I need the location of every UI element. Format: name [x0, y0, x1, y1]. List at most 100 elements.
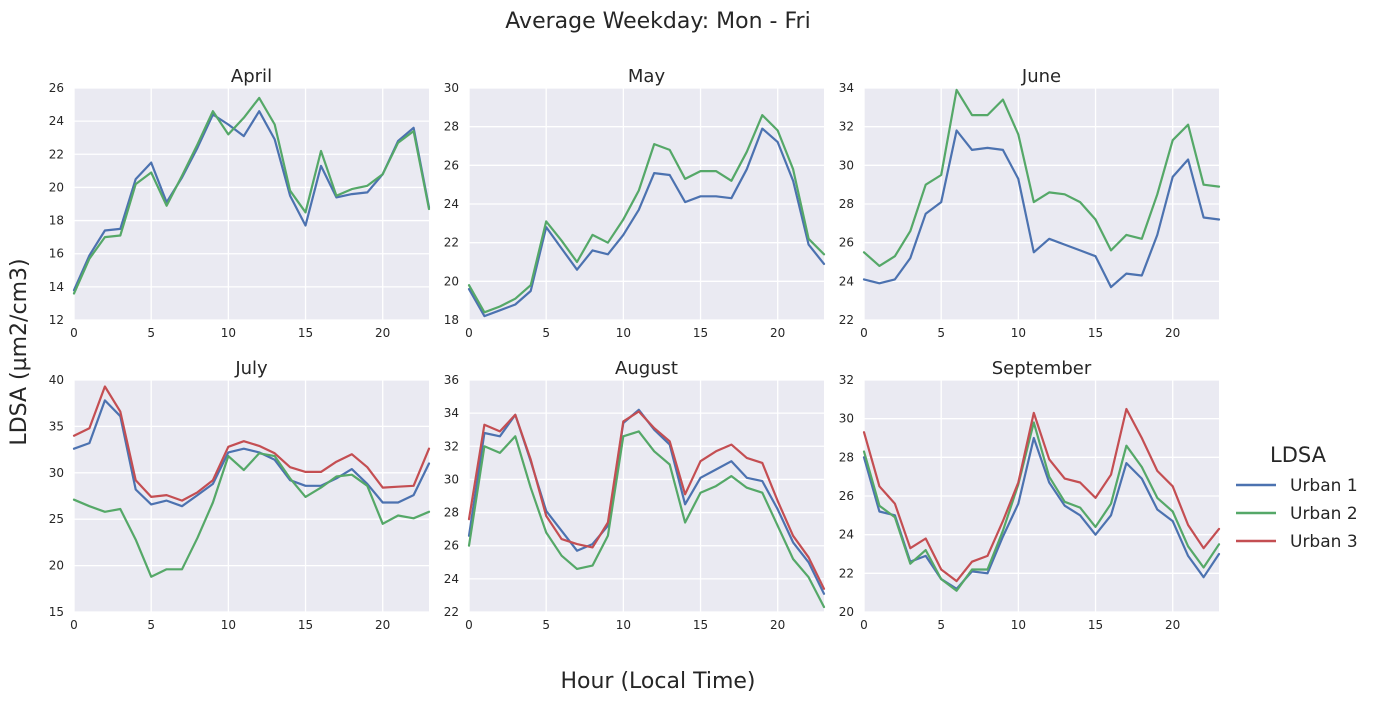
y-tick-label: 20	[49, 180, 64, 194]
series-line-urban-3	[467, 410, 826, 590]
figure-title: Average Weekday: Mon - Fri	[505, 9, 810, 34]
y-tick-label: 26	[839, 236, 854, 250]
x-tick-label: 10	[1011, 618, 1026, 632]
y-tick-label: 24	[839, 528, 854, 542]
y-tick-label: 28	[839, 450, 854, 464]
y-tick-label: 26	[839, 489, 854, 503]
x-tick-label: 0	[465, 618, 473, 632]
y-tick-label: 32	[839, 120, 854, 134]
series-line-urban-3	[862, 407, 1221, 583]
x-tick-label: 15	[298, 618, 313, 632]
figure-xlabel: Hour (Local Time)	[560, 669, 755, 694]
figure-ylabel: LDSA (µm2/cm3)	[7, 258, 32, 445]
x-tick-label: 15	[693, 326, 708, 340]
y-tick-label: 28	[839, 197, 854, 211]
panel-title: August	[615, 358, 678, 379]
y-tick-label: 22	[444, 605, 459, 619]
x-tick-label: 10	[1011, 326, 1026, 340]
x-tick-label: 15	[1088, 618, 1103, 632]
y-tick-label: 32	[444, 439, 459, 453]
series-line-urban-2	[72, 96, 431, 295]
series-line-urban-2	[467, 430, 826, 609]
plot-area	[74, 380, 429, 612]
legend-entry-urban-3: Urban 3	[1236, 532, 1358, 552]
y-tick-label: 14	[49, 280, 64, 294]
legend-entry-urban-1: Urban 1	[1236, 476, 1358, 496]
panel-may: 0 5 10 15 20 18 20 22 24 26 28 30 May	[444, 66, 826, 340]
series-line-urban-1	[862, 129, 1221, 289]
x-tick-label: 20	[1165, 618, 1180, 632]
x-tick-label: 15	[693, 618, 708, 632]
y-tick-label: 32	[839, 373, 854, 387]
x-tick-label: 5	[937, 618, 945, 632]
y-tick-label: 22	[839, 313, 854, 327]
y-tick-label: 12	[49, 313, 64, 327]
x-tick-label: 20	[770, 618, 785, 632]
series-line-urban-3	[72, 385, 431, 502]
y-tick-label: 40	[49, 373, 64, 387]
series-line-urban-1	[72, 110, 431, 292]
panel-title: April	[231, 66, 272, 87]
series-line-urban-2	[467, 113, 826, 314]
y-tick-label: 16	[49, 247, 64, 261]
panel-title: May	[628, 66, 666, 87]
y-tick-label: 36	[444, 373, 459, 387]
series-line-urban-1	[467, 127, 826, 318]
y-tick-label: 30	[444, 81, 459, 95]
y-tick-label: 15	[49, 605, 64, 619]
panel-june: 0 5 10 15 20 22 24 26 28 30 32 34 June	[839, 66, 1221, 340]
y-tick-label: 20	[444, 274, 459, 288]
panel-july: 0 5 10 15 20 15 20 25 30 35 40 July	[49, 358, 431, 632]
plot-area	[74, 88, 429, 320]
y-tick-label: 26	[444, 158, 459, 172]
x-tick-label: 0	[70, 326, 78, 340]
y-tick-label: 22	[839, 566, 854, 580]
y-tick-label: 18	[49, 214, 64, 228]
series-line-urban-2	[862, 421, 1221, 592]
series-line-urban-1	[862, 436, 1221, 590]
y-tick-label: 24	[444, 572, 459, 586]
x-tick-label: 10	[221, 618, 236, 632]
y-tick-label: 34	[839, 81, 854, 95]
x-tick-label: 5	[147, 326, 155, 340]
x-tick-label: 0	[860, 618, 868, 632]
x-tick-label: 0	[860, 326, 868, 340]
y-tick-label: 20	[839, 605, 854, 619]
x-tick-label: 0	[70, 618, 78, 632]
y-tick-label: 20	[49, 559, 64, 573]
y-tick-label: 30	[839, 158, 854, 172]
x-tick-label: 5	[542, 618, 550, 632]
y-tick-label: 24	[49, 114, 64, 128]
y-tick-label: 26	[444, 539, 459, 553]
x-tick-label: 20	[1165, 326, 1180, 340]
panel-title: September	[992, 358, 1092, 379]
series-line-urban-2	[862, 88, 1221, 267]
panel-august: 0 5 10 15 20 22 24 26 28 30 32 34 36 August	[444, 358, 826, 632]
x-tick-label: 0	[465, 326, 473, 340]
x-tick-label: 5	[542, 326, 550, 340]
legend-label: Urban 3	[1290, 532, 1358, 552]
y-tick-label: 28	[444, 120, 459, 134]
y-tick-label: 18	[444, 313, 459, 327]
y-tick-label: 34	[444, 406, 459, 420]
y-tick-label: 28	[444, 506, 459, 520]
y-tick-label: 35	[49, 419, 64, 433]
x-tick-label: 20	[375, 618, 390, 632]
y-tick-label: 30	[444, 472, 459, 486]
panels: 0 5 10 15 20 12 14 16 18 20 22 24 26 April 0 5 10 15 20 18 2…	[49, 66, 1221, 632]
legend-entry-urban-2: Urban 2	[1236, 504, 1358, 524]
legend-label: Urban 1	[1290, 476, 1358, 496]
panel-title: June	[1021, 66, 1061, 87]
legend: LDSA Urban 1 Urban 2 Urban 3	[1236, 443, 1358, 552]
y-tick-label: 30	[49, 466, 64, 480]
legend-label: Urban 2	[1290, 504, 1358, 524]
series-line-urban-2	[72, 452, 431, 578]
x-tick-label: 10	[616, 326, 631, 340]
y-tick-label: 30	[839, 412, 854, 426]
panel-september: 0 5 10 15 20 20 22 24 26 28 30 32 September	[839, 358, 1221, 632]
y-tick-label: 22	[444, 236, 459, 250]
y-tick-label: 24	[839, 274, 854, 288]
x-tick-label: 5	[937, 326, 945, 340]
y-tick-label: 25	[49, 512, 64, 526]
x-tick-label: 15	[298, 326, 313, 340]
